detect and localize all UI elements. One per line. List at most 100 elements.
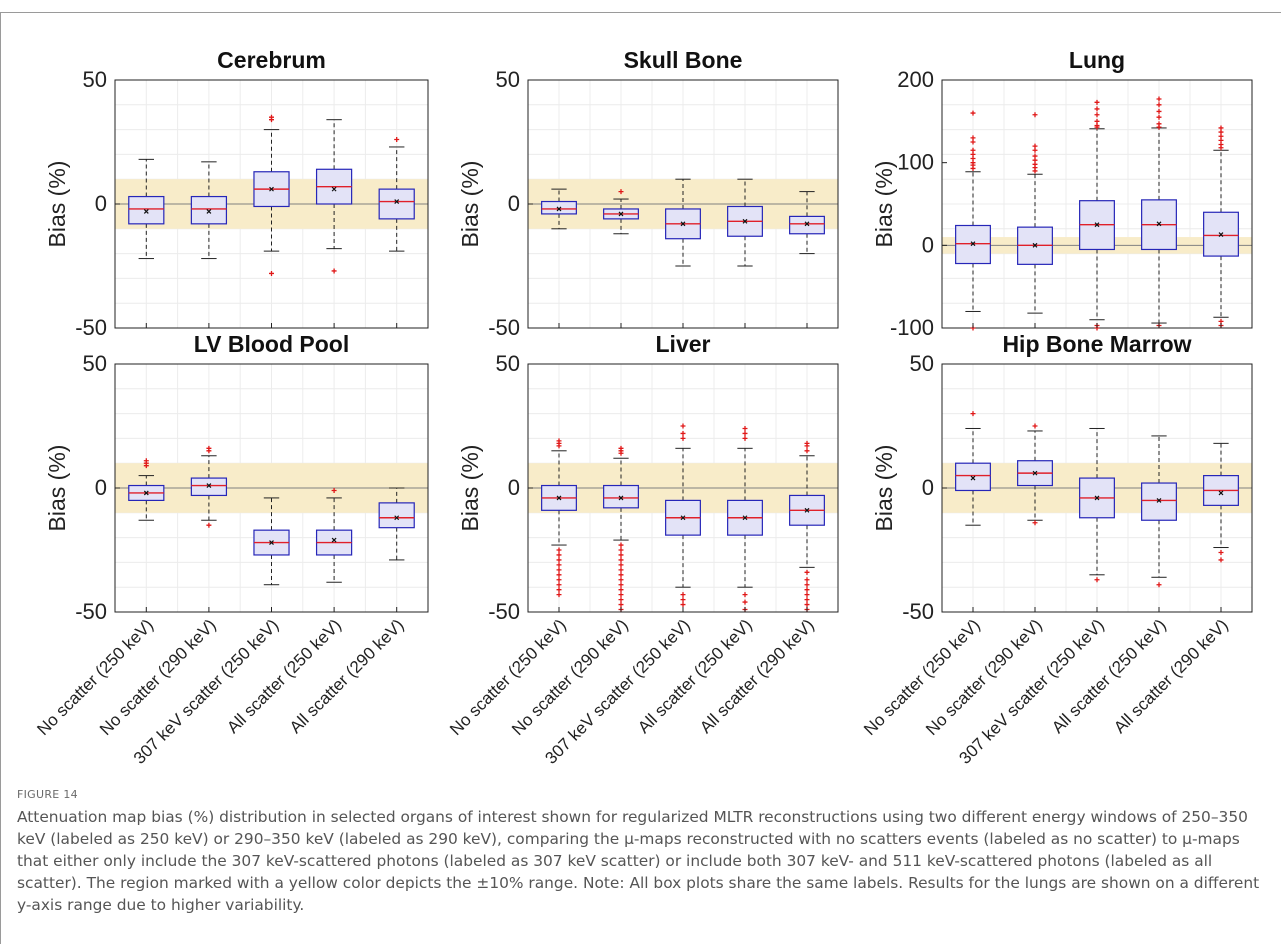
outlier-point <box>1094 106 1100 112</box>
outlier-point <box>556 577 562 583</box>
mean-marker <box>206 483 212 488</box>
box-4 <box>315 119 353 274</box>
mean-marker <box>394 515 400 521</box>
chart-panel-lung: 200 100 0 -100 Bias (%) Lung <box>871 47 1253 340</box>
outlier-point <box>556 567 562 573</box>
outlier-point <box>804 448 810 454</box>
y-axis-label: Bias (%) <box>871 161 897 248</box>
mean-marker <box>1218 490 1224 496</box>
panel-title: Hip Bone Marrow <box>1002 331 1191 357</box>
mean-marker <box>804 221 810 227</box>
x-tick-label: All scatter (250 keV) <box>1048 615 1170 737</box>
box-body <box>541 200 577 215</box>
outlier-point <box>742 425 748 431</box>
outlier-point <box>269 270 274 276</box>
outlier-point <box>1156 582 1162 588</box>
box-body <box>190 477 228 497</box>
outlier-point <box>556 582 562 588</box>
x-tick-label: No scatter (250 keV) <box>446 615 570 739</box>
outlier-point <box>618 547 624 553</box>
box-1 <box>541 188 577 230</box>
outlier-point <box>618 577 624 583</box>
mean-marker <box>1156 221 1162 227</box>
y-tick-label: -50 <box>488 315 520 340</box>
outlier-point <box>1156 102 1162 108</box>
box-2 <box>190 445 228 528</box>
outlier-point <box>1094 577 1100 583</box>
box-body <box>190 195 228 225</box>
outlier-point <box>1218 557 1224 563</box>
box-body <box>378 502 415 529</box>
box-4 <box>1141 435 1177 588</box>
outlier-point <box>556 592 562 598</box>
x-tick-label: All scatter (250 keV) <box>634 615 756 737</box>
outlier-point <box>618 592 624 598</box>
outlier-point <box>742 599 748 605</box>
outlier-point <box>618 597 624 603</box>
outlier-point <box>1032 147 1038 153</box>
outlier-point <box>1218 549 1224 555</box>
box-1 <box>955 110 991 331</box>
y-tick-label: -50 <box>902 599 934 624</box>
mean-marker <box>331 186 337 192</box>
mean-marker <box>394 199 400 204</box>
outlier-point <box>618 557 624 563</box>
outlier-point <box>1156 96 1162 102</box>
outlier-point <box>206 445 212 451</box>
outlier-point <box>680 597 686 603</box>
outlier-point <box>680 430 686 436</box>
outlier-point <box>618 189 624 195</box>
box-body <box>378 188 415 220</box>
panel-title: Liver <box>656 331 711 357</box>
box-3 <box>253 114 290 276</box>
chart-panel-liver: 50 0 -50 Bias (%) Liver No scatter (250 keV)N… <box>446 331 839 768</box>
x-tick-label: No scatter (250 keV) <box>860 615 984 739</box>
box-body <box>603 484 639 509</box>
outlier-point <box>331 487 337 493</box>
mean-marker <box>1094 222 1100 228</box>
outlier-point <box>618 582 624 588</box>
y-tick-label: 200 <box>897 67 934 92</box>
box-1 <box>955 411 991 526</box>
mean-marker <box>331 537 337 543</box>
x-tick-label: No scatter (290 keV) <box>922 615 1046 739</box>
outlier-point <box>804 587 810 593</box>
outlier-point <box>1218 145 1224 151</box>
x-tick-label: All scatter (290 keV) <box>1110 615 1232 737</box>
x-tick-label: No scatter (250 keV) <box>33 615 157 739</box>
outlier-point <box>618 567 624 573</box>
figure-label: FIGURE 14 <box>17 788 78 801</box>
outlier-point <box>618 572 624 578</box>
outlier-point <box>1094 124 1100 130</box>
y-tick-label: 0 <box>508 475 520 500</box>
outlier-point <box>1032 112 1038 118</box>
x-tick-label: All scatter (290 keV) <box>696 615 818 737</box>
box-1 <box>128 158 165 260</box>
box-3 <box>665 423 701 608</box>
y-tick-label: -50 <box>488 599 520 624</box>
outlier-point <box>143 458 149 464</box>
box-2 <box>603 445 639 613</box>
box-3 <box>1079 427 1115 583</box>
y-tick-label: 0 <box>922 475 934 500</box>
outlier-point <box>970 411 976 417</box>
mean-marker <box>1094 495 1100 501</box>
box-5 <box>378 137 415 252</box>
figure-caption: Attenuation map bias (%) distribution in… <box>17 808 1260 914</box>
outlier-point <box>618 445 624 451</box>
box-5 <box>1203 442 1239 563</box>
outlier-point <box>1094 112 1100 118</box>
mean-marker <box>1156 497 1162 503</box>
outlier-point <box>804 569 810 575</box>
mean-marker <box>1032 242 1038 248</box>
outlier-point <box>970 165 976 171</box>
box-3 <box>1079 99 1115 331</box>
chart-panel-cerebrum: 50 0 -50 Bias (%) Cerebrum <box>44 47 429 340</box>
y-tick-label: 0 <box>95 475 107 500</box>
outlier-point <box>206 522 212 528</box>
outlier-point <box>970 110 976 116</box>
box-2 <box>1017 423 1053 526</box>
panel-title: Cerebrum <box>217 47 326 73</box>
outlier-point <box>556 438 562 444</box>
outlier-point <box>804 597 810 603</box>
